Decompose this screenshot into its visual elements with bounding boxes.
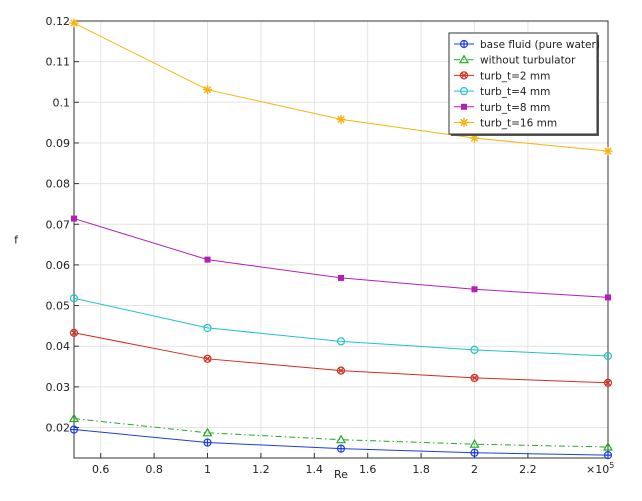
data-point (471, 286, 478, 293)
data-point (203, 85, 212, 95)
y-tick-label: 0.05 (46, 300, 71, 313)
series-turb-t-8-mm (71, 215, 611, 301)
legend-label: turb_t=16 mm (480, 118, 557, 130)
legend-label: base fluid (pure water) (480, 39, 600, 51)
data-point (470, 448, 479, 457)
plot-frame (73, 20, 609, 459)
series-turb-t-2-mm (69, 328, 613, 387)
x-tick-label: 2.2 (519, 463, 537, 476)
y-tick-label: 0.03 (46, 381, 71, 394)
data-point (469, 438, 480, 448)
series-turb-t-16-mm (69, 18, 613, 156)
legend-label: turb_t=8 mm (480, 102, 550, 114)
x-tick-label: 2 (471, 463, 478, 476)
legend-item: turb_t=8 mm (454, 102, 550, 114)
legend-item: turb_t=4 mm (454, 86, 550, 98)
data-point (336, 366, 346, 375)
data-point (335, 434, 347, 444)
data-point (336, 444, 346, 453)
x-tick-label: 1.6 (359, 463, 377, 476)
y-tick-label: 0.1 (53, 96, 71, 109)
legend-label: turb_t=4 mm (480, 86, 550, 98)
data-point (470, 133, 479, 143)
data-point (470, 345, 479, 354)
data-point (69, 425, 79, 434)
y-axis-label: f (14, 234, 19, 247)
series-turb-t-4-mm (69, 294, 613, 361)
x-tick-label: 1.4 (306, 463, 324, 476)
legend: base fluid (pure water) without turbulato… (448, 32, 600, 136)
data-point (336, 337, 346, 346)
legend-item: turb_t=16 mm (454, 118, 557, 130)
data-point (603, 451, 613, 460)
data-point (71, 215, 77, 222)
series-line (73, 297, 609, 357)
legend-marker (461, 103, 467, 110)
legend-marker (458, 54, 470, 64)
data-point (605, 294, 611, 301)
data-point (69, 328, 79, 337)
series-line (73, 418, 609, 448)
legend-item: without turbulator (454, 54, 576, 67)
x-axis-multiplier-exponent: 5 (609, 461, 614, 470)
data-point (336, 114, 346, 124)
y-tick-label: 0.06 (46, 259, 71, 272)
y-tick-label: 0.07 (46, 218, 71, 231)
series-without-turbulator (68, 413, 614, 451)
y-tick-label: 0.04 (46, 340, 71, 353)
series-base-fluid-pure-water (69, 425, 613, 460)
x-tick-label: 1.2 (252, 463, 270, 476)
data-point (69, 294, 79, 303)
legend-marker (459, 71, 469, 80)
data-point (603, 146, 613, 156)
data-point (204, 256, 211, 263)
legend-marker (459, 39, 469, 49)
legend-marker (459, 118, 469, 127)
legend-item: turb_t=2 mm (454, 70, 550, 82)
y-tick-label: 0.09 (46, 137, 71, 150)
data-point (69, 18, 79, 28)
y-tick-label: 0.11 (46, 56, 71, 69)
x-axis-multiplier: ×105 (586, 461, 614, 476)
data-point (202, 427, 213, 437)
legend-marker (459, 86, 469, 96)
legend-item: base fluid (pure water) (454, 39, 600, 51)
data-point (602, 441, 614, 451)
x-axis-label: Re (334, 468, 348, 481)
data-point (203, 438, 212, 447)
data-point (338, 274, 344, 281)
legend-label: without turbulator (480, 55, 576, 67)
x-tick-label: 1 (204, 463, 211, 476)
data-point (203, 354, 212, 363)
legend-box (448, 32, 598, 135)
data-point (203, 323, 212, 333)
x-tick-label: 0.8 (145, 463, 163, 476)
y-tick-label: 0.12 (46, 15, 71, 28)
data-point (68, 413, 80, 423)
x-tick-label: 0.6 (92, 463, 110, 476)
data-point (470, 373, 479, 383)
data-point (603, 378, 613, 387)
x-tick-label: 1.8 (412, 463, 430, 476)
y-tick-label: 0.08 (46, 178, 71, 191)
data-point (603, 351, 613, 361)
legend-label: turb_t=2 mm (480, 70, 550, 82)
y-tick-label: 0.02 (46, 422, 71, 435)
